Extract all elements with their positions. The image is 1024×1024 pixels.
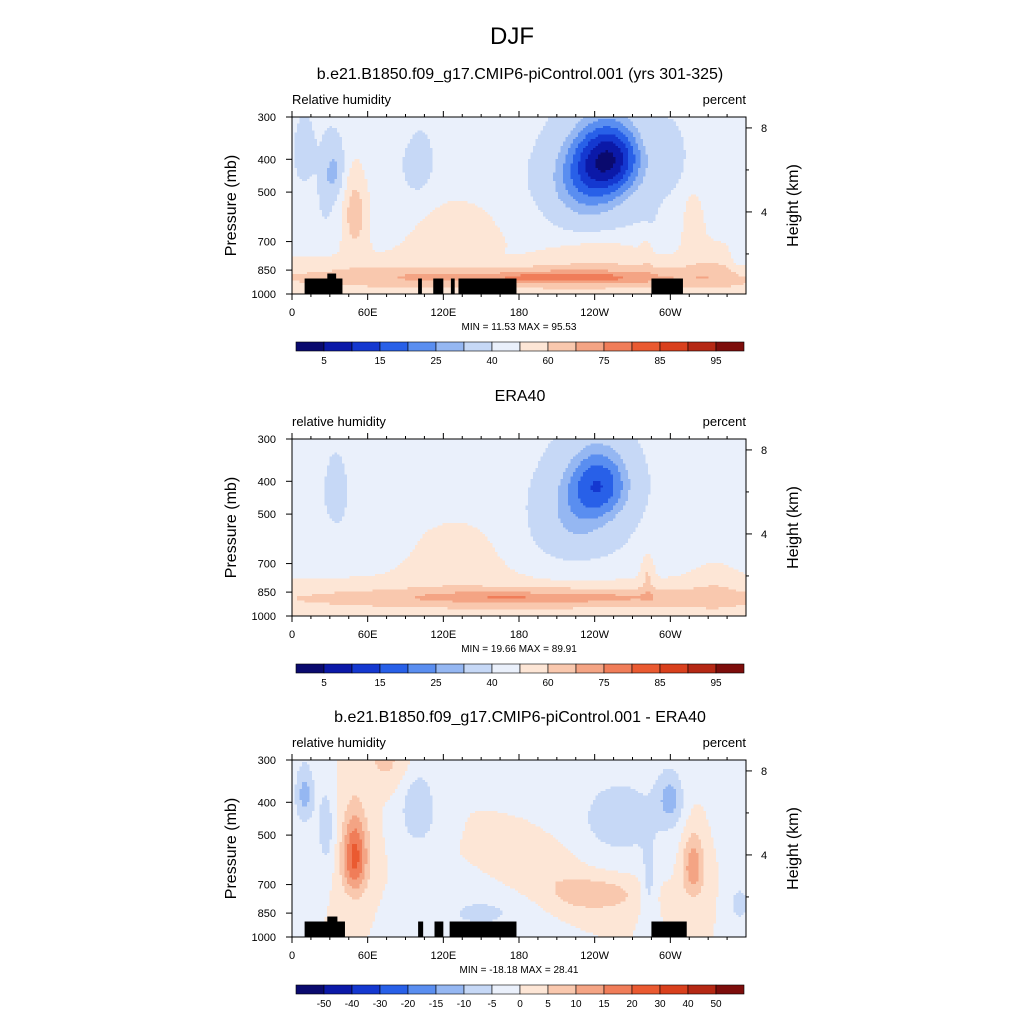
chart-panel-1: b.e21.B1850.f09_g17.CMIP6-piControl.001 … [223,66,802,367]
figure-title: DJF [490,23,534,50]
units-label: percent [703,92,747,107]
heatmap-field [292,117,747,295]
variable-label: Relative humidity [292,92,391,107]
panel-title: b.e21.B1850.f09_g17.CMIP6-piControl.001 … [317,66,723,83]
